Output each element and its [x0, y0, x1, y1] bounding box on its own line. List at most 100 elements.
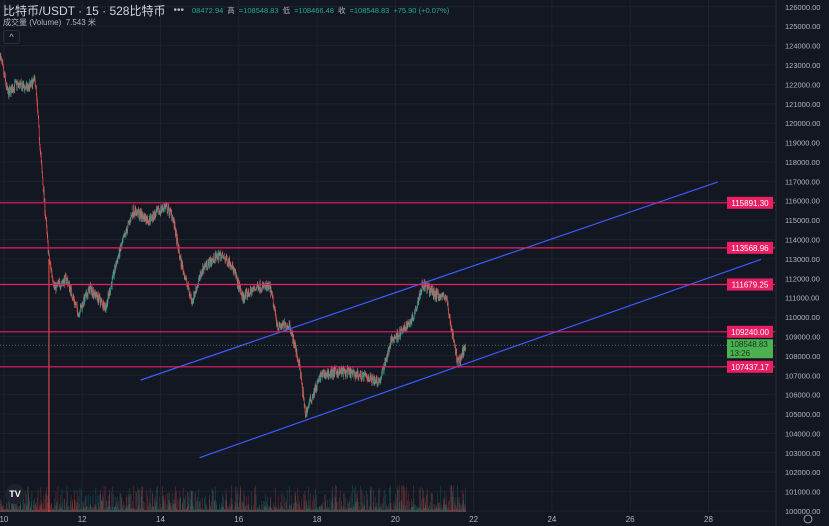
volume-bar — [18, 506, 19, 512]
y-tick-label: 122000.00 — [785, 80, 820, 89]
candle-body — [215, 253, 217, 258]
volume-bar — [100, 494, 102, 512]
volume-bar — [35, 509, 37, 512]
volume-bar — [361, 489, 362, 512]
volume-bar — [61, 505, 62, 512]
x-tick-label: 10 — [0, 515, 9, 524]
volume-bar — [114, 506, 116, 512]
volume-bar — [441, 509, 443, 512]
volume-bar — [223, 508, 225, 512]
volume-bar — [30, 509, 32, 512]
candle-body — [300, 373, 302, 379]
candle-body — [273, 304, 275, 306]
volume-bar — [364, 506, 366, 512]
volume-bar — [289, 504, 290, 512]
volume-bar — [116, 508, 117, 512]
candle-body — [247, 295, 248, 298]
volume-bar — [223, 497, 224, 512]
trend-line — [199, 258, 762, 459]
candle-body — [32, 81, 33, 89]
candle-body — [16, 80, 17, 83]
volume-bar — [82, 509, 84, 512]
candle-body — [319, 376, 320, 379]
volume-bar — [0, 499, 1, 512]
volume-bar — [464, 506, 465, 512]
volume-bar — [226, 507, 228, 512]
candle-body — [262, 285, 263, 291]
candle-body — [202, 264, 203, 274]
candle-body — [465, 348, 466, 350]
tradingview-logo[interactable]: TV — [5, 484, 25, 504]
volume-bar — [208, 509, 209, 512]
volume-bar — [32, 509, 33, 512]
candle-body — [116, 262, 117, 267]
candle-body — [141, 210, 142, 218]
chevron-up-icon[interactable]: ^ — [3, 30, 20, 44]
candle-body — [65, 275, 67, 283]
candle-body — [417, 301, 418, 308]
volume-bar — [323, 509, 324, 512]
candle-body — [105, 305, 106, 310]
volume-bar — [317, 509, 319, 512]
settings-icon[interactable] — [803, 514, 813, 524]
more-icon[interactable]: ••• — [173, 5, 184, 16]
volume-bar — [408, 509, 410, 512]
volume-bar — [308, 500, 310, 512]
candle-body — [241, 292, 242, 295]
candle-body — [337, 370, 338, 377]
volume-bar — [400, 500, 402, 512]
volume-bar — [39, 509, 40, 512]
candle-body — [61, 283, 62, 285]
volume-bar — [211, 501, 212, 512]
low-value: =108466.48 — [294, 6, 334, 15]
candle-body — [8, 87, 10, 98]
volume-bar — [151, 509, 153, 512]
volume-bar — [96, 509, 97, 512]
candle-body — [72, 298, 73, 300]
candle-body — [361, 374, 362, 380]
volume-bar — [407, 492, 409, 512]
candle-body — [215, 254, 217, 258]
volume-bar — [430, 493, 432, 512]
volume-bar — [87, 494, 89, 512]
volume-bar — [252, 509, 254, 512]
volume-bar — [74, 489, 75, 512]
candle-body — [454, 342, 455, 346]
candle-body — [318, 381, 319, 382]
candle-body — [222, 256, 224, 259]
volume-bar — [85, 508, 86, 512]
volume-bar — [250, 509, 252, 512]
candle-body — [147, 216, 148, 223]
candle-body — [192, 302, 193, 305]
volume-bar — [314, 498, 315, 512]
volume-bar — [233, 509, 234, 512]
volume-bar — [33, 504, 34, 512]
volume-bar — [268, 506, 270, 512]
candle-body — [412, 319, 414, 321]
volume-bar — [458, 502, 460, 512]
candle-body — [88, 289, 89, 291]
candle-body — [398, 335, 400, 337]
volume-bar — [270, 498, 271, 512]
candle-body — [295, 343, 296, 346]
candle-body — [318, 378, 320, 382]
candle-body — [352, 372, 353, 374]
volume-bar — [349, 496, 351, 512]
volume-bar — [288, 485, 290, 512]
volume-bar — [144, 509, 146, 512]
candle-body — [261, 290, 262, 292]
candle-body — [260, 289, 262, 291]
volume-bar — [304, 509, 306, 512]
volume-bar — [421, 509, 422, 512]
volume-bar — [115, 497, 117, 512]
candle-body — [296, 348, 298, 356]
candle-body — [281, 324, 282, 329]
candle-body — [422, 284, 424, 288]
candle-body — [106, 301, 108, 306]
candle-body — [253, 286, 255, 290]
x-tick-label: 16 — [234, 515, 243, 524]
volume-bar — [343, 492, 345, 512]
volume-bar — [365, 509, 366, 512]
symbol-title[interactable]: 比特币/USDT · 15 · 528比特币 — [3, 4, 166, 18]
